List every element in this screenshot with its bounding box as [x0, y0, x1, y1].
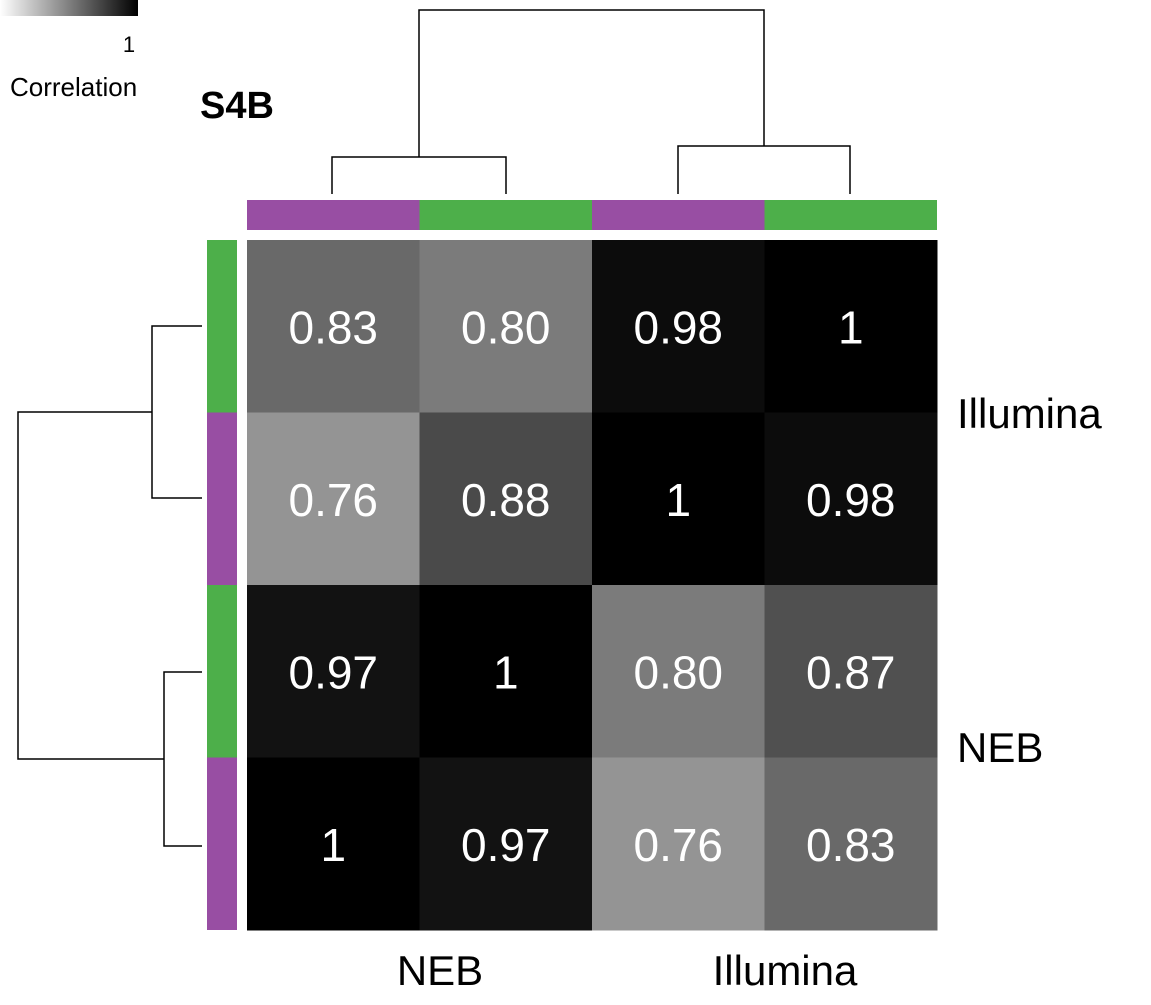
heatmap-cell-label-r1-c2: 0.80 [461, 301, 551, 353]
heatmap-cell-r4-c1 [247, 757, 420, 931]
column-annotation-bar [247, 200, 937, 230]
heatmap-cell-label-r3-c1: 0.97 [288, 646, 378, 698]
row-dendro-link-bottom [163, 671, 202, 847]
heatmap-cell-label-r1-c3: 0.98 [633, 301, 723, 353]
heatmap-cell-r2-c1 [247, 412, 420, 586]
figure-label: S4B [200, 85, 274, 127]
colorbar-legend: 1 Correlation [0, 0, 138, 102]
row-dendro-link-top [151, 325, 202, 499]
row-dendro-link-root [17, 411, 164, 760]
heatmap-cell-label-r2-c2: 0.88 [461, 474, 551, 526]
row-group-label-neb: NEB [957, 724, 1043, 771]
column-dendrogram [331, 9, 851, 194]
column-annotation-purple-3 [592, 200, 765, 230]
column-group-label-illumina: Illumina [713, 947, 858, 994]
heatmap-cell-r2-c4 [764, 412, 938, 586]
heatmap-cell-label-r1-c4: 1 [838, 301, 864, 353]
row-annotation-green-1 [207, 240, 237, 413]
heatmap-cell-label-r2-c1: 0.76 [288, 474, 378, 526]
heatmap-cell-r4-c3 [592, 757, 765, 931]
colorbar-gradient [0, 0, 138, 16]
heatmap-cell-r1-c1 [247, 240, 420, 413]
row-annotation-green-3 [207, 585, 237, 758]
heatmap-cell-label-r4-c4: 0.83 [806, 819, 896, 871]
heatmap-cell-label-r4-c1: 1 [320, 819, 346, 871]
heatmap-cell-label-r1-c1: 0.83 [288, 301, 378, 353]
row-group-label-illumina: Illumina [957, 390, 1102, 437]
colorbar-label: Correlation [10, 72, 137, 102]
heatmap-cell-r1-c4 [764, 240, 938, 413]
heatmap-cell-r1-c2 [419, 240, 593, 413]
heatmap-cell-r1-c3 [592, 240, 765, 413]
heatmap-cell-label-r3-c4: 0.87 [806, 646, 896, 698]
col-dendro-link-top [418, 9, 765, 157]
column-annotation-purple-1 [247, 200, 420, 230]
heatmap-cell-label-r2-c4: 0.98 [806, 474, 896, 526]
heatmap-cell-label-r4-c3: 0.76 [633, 819, 723, 871]
heatmap-cell-r4-c4 [764, 757, 938, 931]
heatmap-cell-label-r3-c3: 0.80 [633, 646, 723, 698]
row-dendrogram [17, 325, 202, 847]
heatmap-cell-r3-c2 [419, 585, 593, 758]
heatmap-cell-label-r3-c2: 1 [493, 646, 519, 698]
heatmap-cell-label-r2-c3: 1 [665, 474, 691, 526]
row-annotation-purple-4 [207, 757, 237, 930]
row-annotation-bar [207, 240, 237, 930]
heatmap-cell-r3-c4 [764, 585, 938, 758]
heatmap-cell-r4-c2 [419, 757, 593, 931]
col-dendro-link-left [331, 156, 507, 194]
heatmap-cell-r2-c2 [419, 412, 593, 586]
heatmap-cell-r2-c3 [592, 412, 765, 586]
row-annotation-purple-2 [207, 412, 237, 585]
heatmap-cell-r3-c3 [592, 585, 765, 758]
heatmap-cell-r3-c1 [247, 585, 420, 758]
column-group-label-neb: NEB [397, 947, 483, 994]
column-annotation-green-4 [764, 200, 937, 230]
heatmap-cell-label-r4-c2: 0.97 [461, 819, 551, 871]
heatmap-cells: 0.83 0.80 0.98 1 0.76 0.88 1 0.98 0.97 1 0.80 0.87 1… [247, 240, 938, 931]
colorbar-tick-label: 1 [123, 32, 135, 57]
col-dendro-link-right [677, 145, 851, 194]
column-annotation-green-2 [419, 200, 592, 230]
